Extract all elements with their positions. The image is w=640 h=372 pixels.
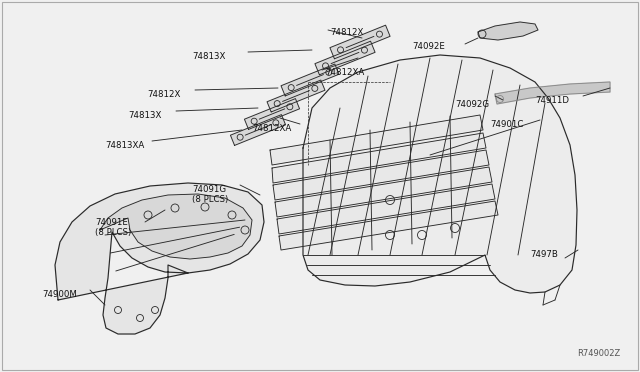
Text: 74911D: 74911D xyxy=(535,96,569,105)
Polygon shape xyxy=(244,99,300,129)
Polygon shape xyxy=(478,22,538,40)
Polygon shape xyxy=(303,55,577,293)
Text: 74812X: 74812X xyxy=(147,90,180,99)
Text: 74812XA: 74812XA xyxy=(325,68,364,77)
Polygon shape xyxy=(272,133,486,183)
Text: 74813X: 74813X xyxy=(192,52,225,61)
Text: 74091G
(8 PLCS): 74091G (8 PLCS) xyxy=(192,185,228,204)
Polygon shape xyxy=(495,82,610,104)
Text: 74900M: 74900M xyxy=(42,290,77,299)
Text: 74091E
(8 PLCS): 74091E (8 PLCS) xyxy=(95,218,131,237)
Text: 74813XA: 74813XA xyxy=(105,141,144,150)
Polygon shape xyxy=(273,150,489,200)
Text: R749002Z: R749002Z xyxy=(577,349,620,358)
Text: 74813X: 74813X xyxy=(128,111,161,120)
Polygon shape xyxy=(275,167,492,217)
Text: 74812XA: 74812XA xyxy=(252,124,291,133)
Polygon shape xyxy=(267,80,325,112)
Polygon shape xyxy=(55,183,264,334)
Text: 74092E: 74092E xyxy=(412,42,445,51)
Text: 74901C: 74901C xyxy=(490,120,524,129)
Text: 74092G: 74092G xyxy=(455,100,489,109)
Polygon shape xyxy=(281,64,339,96)
Polygon shape xyxy=(277,184,495,234)
Text: 74812X: 74812X xyxy=(330,28,364,37)
Polygon shape xyxy=(230,115,285,145)
Polygon shape xyxy=(100,194,252,259)
Polygon shape xyxy=(279,201,498,250)
Polygon shape xyxy=(270,115,483,165)
Polygon shape xyxy=(330,25,390,59)
Polygon shape xyxy=(315,41,375,75)
Text: 7497B: 7497B xyxy=(530,250,558,259)
